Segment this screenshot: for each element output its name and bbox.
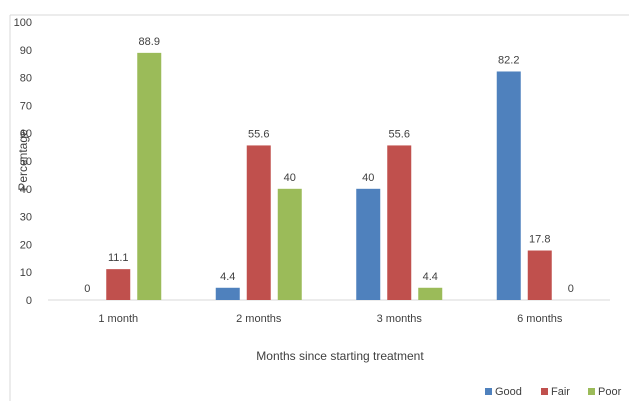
bar-fair-4 bbox=[527, 250, 552, 300]
x-tick-label: 1 month bbox=[98, 313, 138, 325]
data-label: 4.4 bbox=[220, 271, 235, 283]
bar-poor-3 bbox=[418, 287, 443, 300]
data-labels: 0 11.1 88.9 4.4 55.6 40 40 55.6 4.4 82.2 17.8 0 bbox=[84, 36, 574, 295]
data-label: 88.9 bbox=[139, 36, 160, 48]
y-tick-label: 60 bbox=[20, 128, 32, 140]
y-tick-label: 80 bbox=[20, 73, 32, 85]
bars bbox=[106, 52, 552, 300]
x-axis-ticks: 1 month 2 months 3 months 6 months bbox=[98, 313, 562, 325]
bar-poor-2 bbox=[277, 188, 302, 300]
legend-label-poor: Poor bbox=[598, 386, 622, 398]
x-tick-label: 2 months bbox=[236, 313, 282, 325]
y-tick-label: 40 bbox=[20, 184, 32, 196]
y-tick-label: 10 bbox=[20, 267, 32, 279]
data-label: 0 bbox=[568, 283, 574, 295]
bar-good-3 bbox=[356, 188, 381, 300]
data-label: 40 bbox=[362, 172, 374, 184]
data-label: 55.6 bbox=[248, 128, 269, 140]
bar-poor-1 bbox=[137, 52, 162, 300]
bar-good-2 bbox=[215, 287, 240, 300]
data-label: 11.1 bbox=[108, 252, 129, 264]
y-axis-title: Percentage bbox=[16, 129, 30, 191]
bar-fair-1 bbox=[106, 269, 131, 300]
legend-swatch-fair bbox=[541, 388, 548, 395]
y-tick-label: 50 bbox=[20, 156, 32, 168]
legend: Good Fair Poor bbox=[485, 386, 622, 398]
bar-fair-2 bbox=[246, 145, 271, 300]
legend-label-fair: Fair bbox=[551, 386, 570, 398]
y-tick-label: 20 bbox=[20, 239, 32, 251]
data-label: 4.4 bbox=[423, 271, 438, 283]
legend-swatch-poor bbox=[588, 388, 595, 395]
x-axis-title: Months since starting treatment bbox=[256, 349, 424, 363]
y-axis-ticks: 0 10 20 30 40 50 60 70 80 90 100 bbox=[14, 17, 32, 307]
data-label: 40 bbox=[284, 172, 296, 184]
y-tick-label: 100 bbox=[14, 17, 32, 29]
y-tick-label: 90 bbox=[20, 45, 32, 57]
y-tick-label: 70 bbox=[20, 100, 32, 112]
y-tick-label: 0 bbox=[26, 295, 32, 307]
x-tick-label: 3 months bbox=[377, 313, 423, 325]
data-label: 82.2 bbox=[498, 54, 519, 66]
legend-swatch-good bbox=[485, 388, 492, 395]
legend-label-good: Good bbox=[495, 386, 522, 398]
bar-good-4 bbox=[496, 71, 521, 300]
y-tick-label: 30 bbox=[20, 212, 32, 224]
x-tick-label: 6 months bbox=[517, 313, 563, 325]
data-label: 55.6 bbox=[389, 128, 410, 140]
data-label: 17.8 bbox=[529, 234, 550, 246]
bar-fair-3 bbox=[387, 145, 412, 300]
data-label: 0 bbox=[84, 283, 90, 295]
